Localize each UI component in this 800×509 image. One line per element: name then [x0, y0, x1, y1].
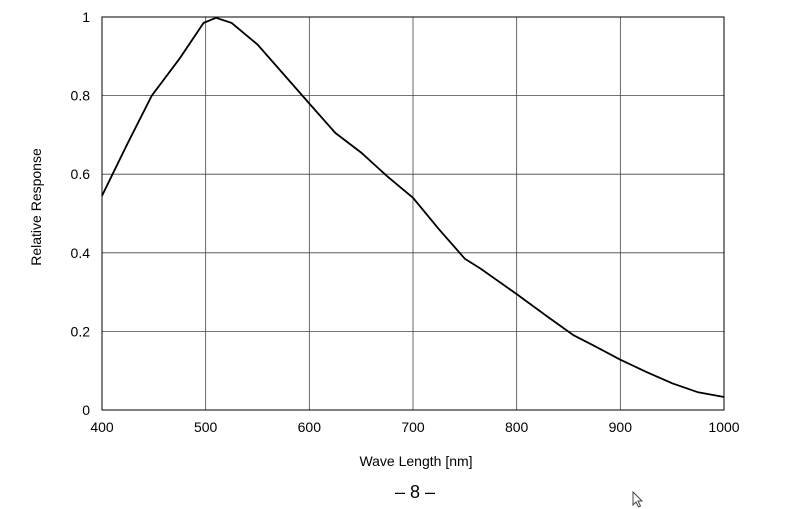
y-axis-title: Relative Response	[28, 148, 44, 266]
x-tick-label: 700	[401, 419, 425, 435]
series-line-relative-response	[101, 16, 725, 398]
page-number: – 8 –	[394, 482, 436, 502]
y-axis-ticks: 0 0.2 0.4 0.6 0.8 1	[71, 9, 91, 418]
y-tick-label: 0.4	[71, 245, 91, 261]
x-tick-label: 800	[505, 419, 529, 435]
x-tick-label: 500	[194, 419, 218, 435]
y-tick-label: 0.2	[71, 323, 91, 339]
mouse-cursor-icon	[632, 491, 644, 508]
x-tick-label: 900	[609, 419, 633, 435]
y-tick-label: 0.8	[71, 88, 91, 104]
y-tick-label: 0.6	[71, 166, 91, 182]
y-tick-label: 1	[82, 9, 90, 25]
x-tick-label: 1000	[708, 419, 739, 435]
grid	[101, 16, 725, 411]
x-axis-title: Wave Length [nm]	[359, 453, 472, 469]
x-axis-ticks: 400 500 600 700 800 900 1000	[90, 419, 739, 435]
y-tick-label: 0	[82, 402, 90, 418]
x-tick-label: 600	[298, 419, 322, 435]
x-tick-label: 400	[90, 419, 114, 435]
plot-frame	[101, 16, 725, 411]
